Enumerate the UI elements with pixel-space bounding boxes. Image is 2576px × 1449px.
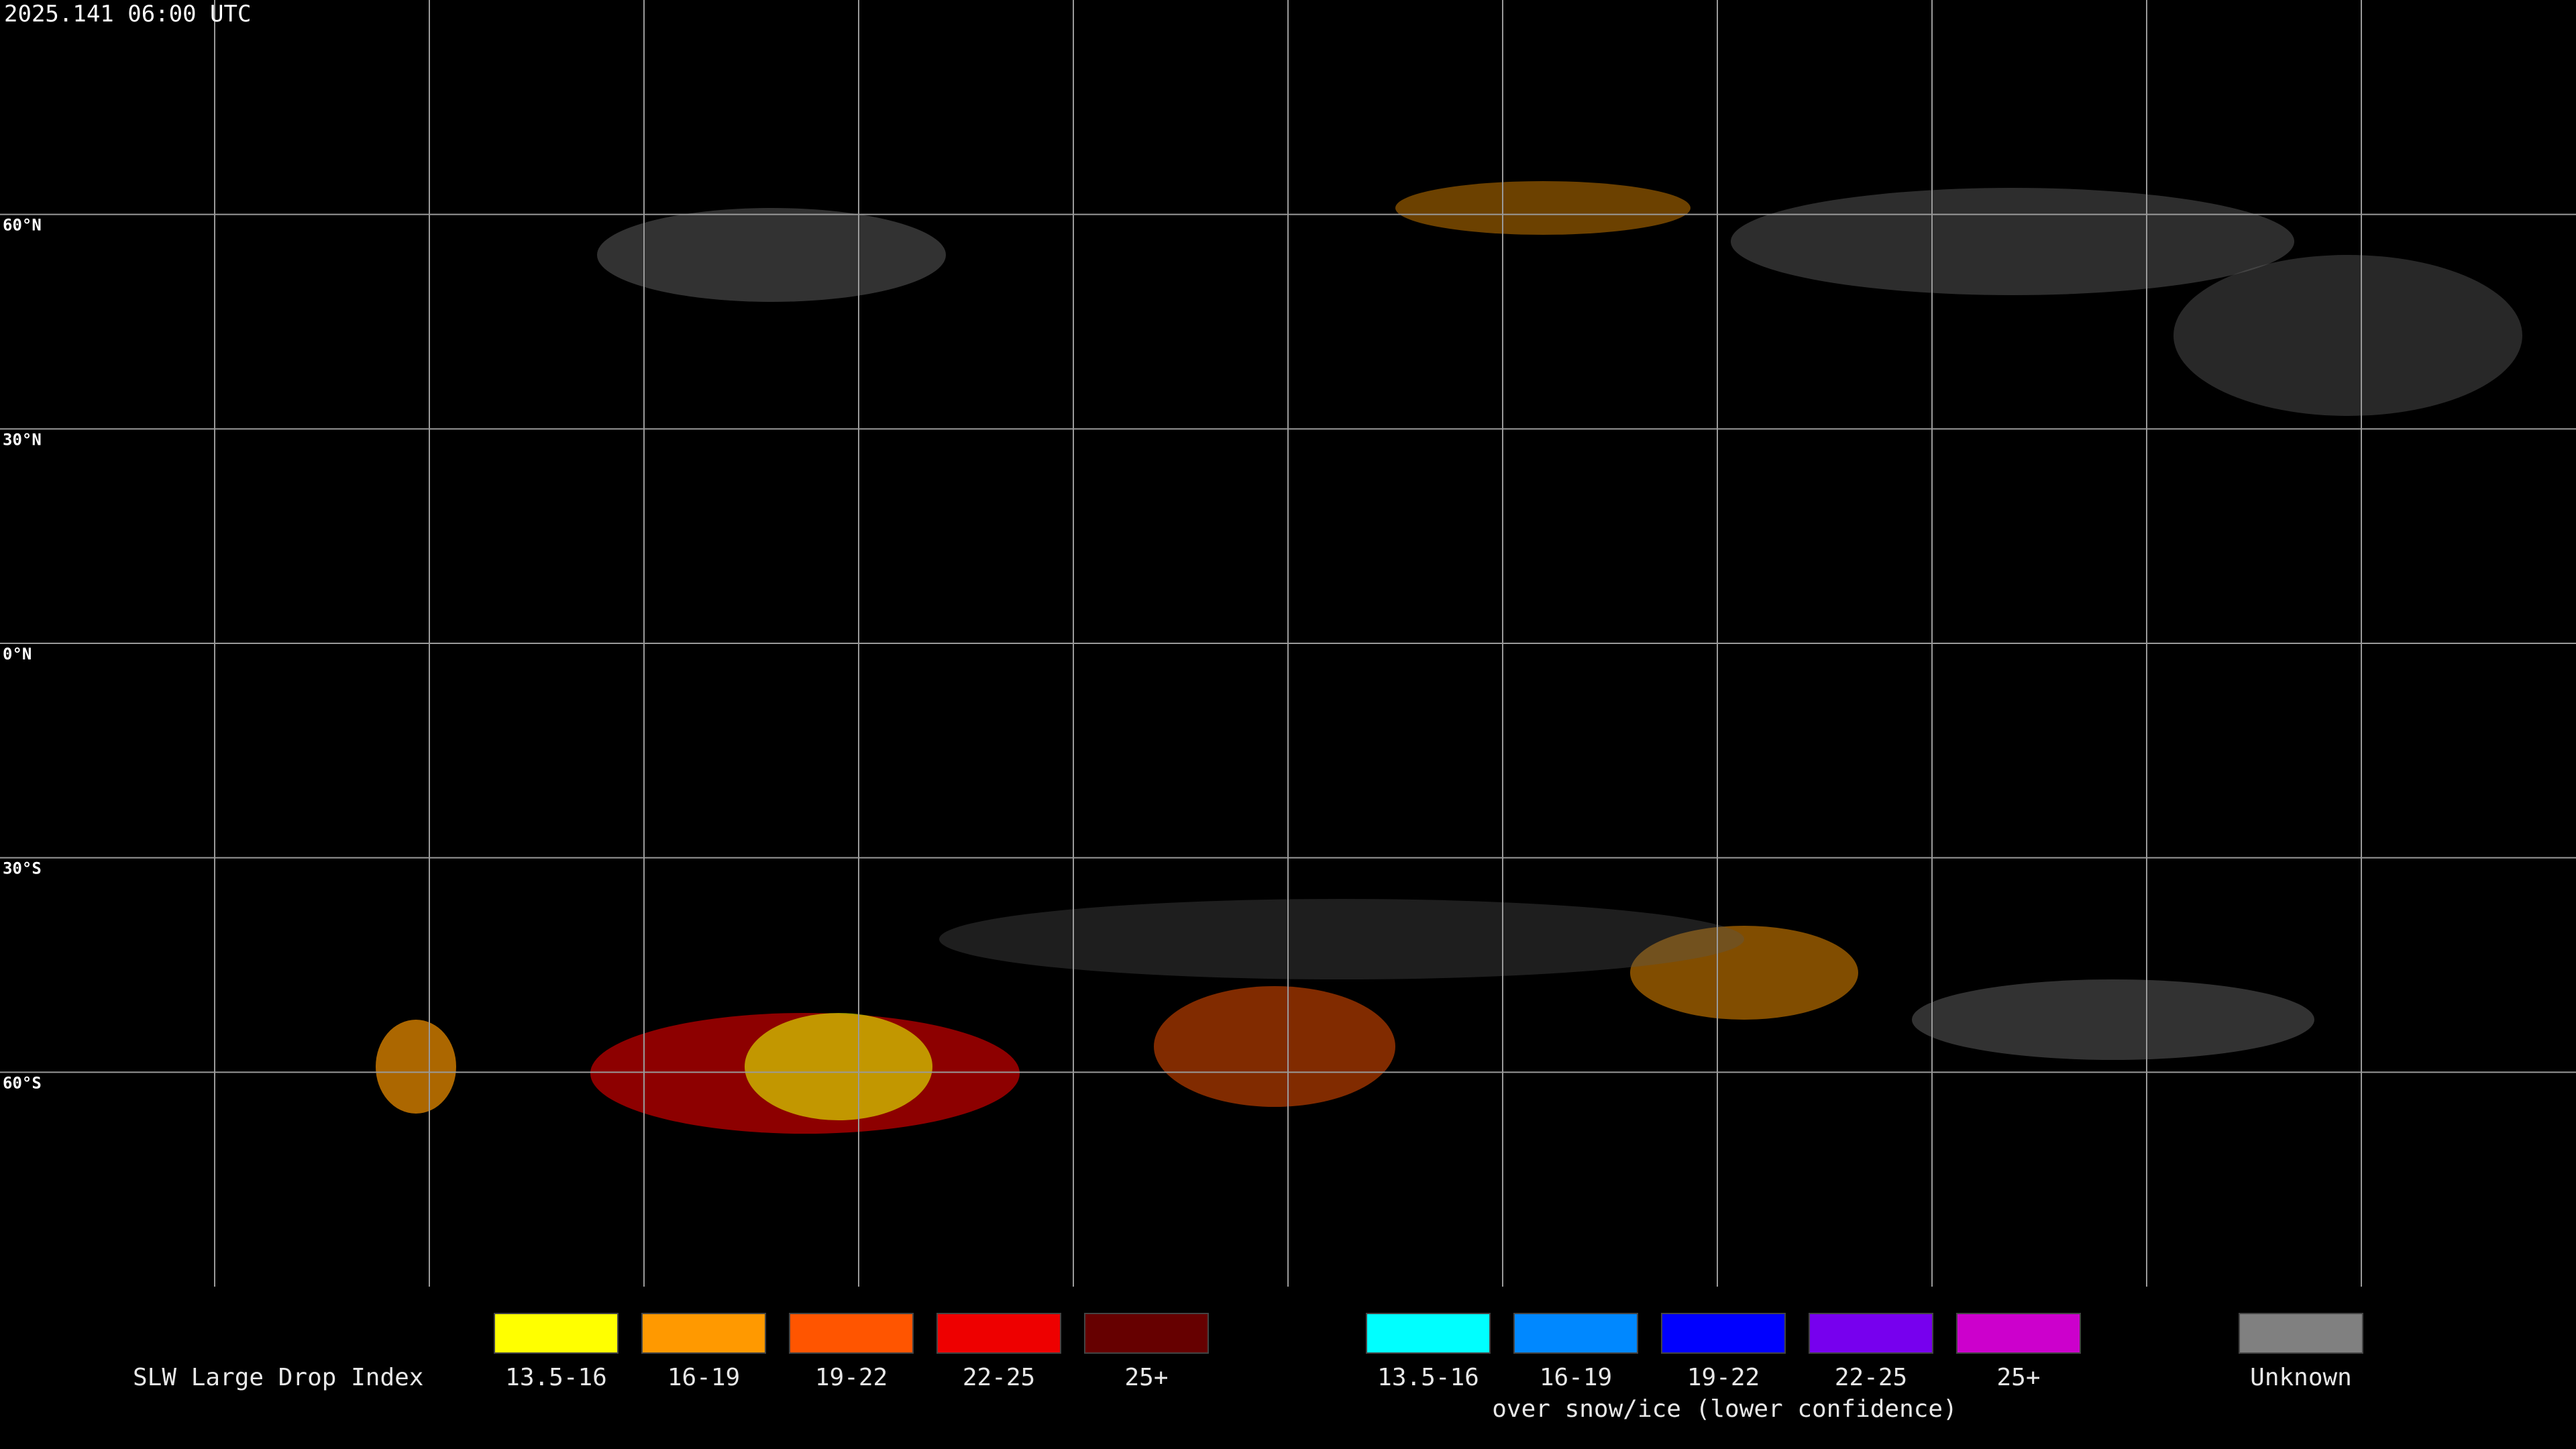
latitude-label: 30°N bbox=[3, 430, 42, 449]
legend-label: 13.5-16 bbox=[1377, 1364, 1479, 1391]
legend-swatch bbox=[641, 1313, 766, 1354]
legend-label: Unknown bbox=[2250, 1364, 2352, 1391]
legend-title: SLW Large Drop Index bbox=[133, 1364, 423, 1391]
unknown-region bbox=[597, 208, 946, 302]
unknown-region bbox=[939, 899, 1744, 979]
drop-region bbox=[745, 1013, 932, 1120]
legend-caption: over snow/ice (lower confidence) bbox=[1492, 1395, 1957, 1423]
legend-swatch bbox=[1084, 1313, 1209, 1354]
legend-swatch bbox=[2239, 1313, 2363, 1354]
graticule bbox=[0, 0, 2576, 1287]
drop-region bbox=[1395, 181, 1690, 235]
legend-swatch bbox=[1661, 1313, 1786, 1354]
latitude-label: 0°N bbox=[3, 645, 32, 663]
legend-label: 25+ bbox=[1124, 1364, 1168, 1391]
legend-label: 13.5-16 bbox=[505, 1364, 607, 1391]
legend-label: 19-22 bbox=[815, 1364, 888, 1391]
unknown-region bbox=[2174, 255, 2522, 416]
legend-swatch bbox=[936, 1313, 1061, 1354]
drop-region bbox=[1630, 926, 1858, 1020]
legend-swatch bbox=[1809, 1313, 1933, 1354]
latitude-label: 60°S bbox=[3, 1073, 42, 1092]
legend-swatch bbox=[1956, 1313, 2081, 1354]
legend-label: 22-25 bbox=[1835, 1364, 1907, 1391]
latitude-label: 60°N bbox=[3, 216, 42, 235]
unknown-region bbox=[1912, 979, 2314, 1060]
legend-label: 22-25 bbox=[963, 1364, 1035, 1391]
legend-swatch bbox=[1513, 1313, 1638, 1354]
latitude-labels: 60°N 30°N 0°N 30°S 60°S bbox=[3, 216, 42, 1093]
legend-swatch bbox=[789, 1313, 914, 1354]
legend-swatch bbox=[1366, 1313, 1491, 1354]
drop-region bbox=[376, 1020, 456, 1114]
legend: SLW Large Drop Index 13.5-16 16-19 19-22 22-… bbox=[133, 1313, 2363, 1423]
drop-region bbox=[1154, 986, 1395, 1107]
latitude-label: 30°S bbox=[3, 859, 42, 878]
legend-label: 16-19 bbox=[1540, 1364, 1612, 1391]
legend-swatch bbox=[494, 1313, 619, 1354]
timestamp: 2025.141 06:00 UTC bbox=[4, 1, 251, 28]
legend-label: 16-19 bbox=[667, 1364, 740, 1391]
legend-label: 19-22 bbox=[1687, 1364, 1760, 1391]
legend-label: 25+ bbox=[1996, 1364, 2040, 1391]
unknown-region bbox=[1731, 188, 2294, 295]
